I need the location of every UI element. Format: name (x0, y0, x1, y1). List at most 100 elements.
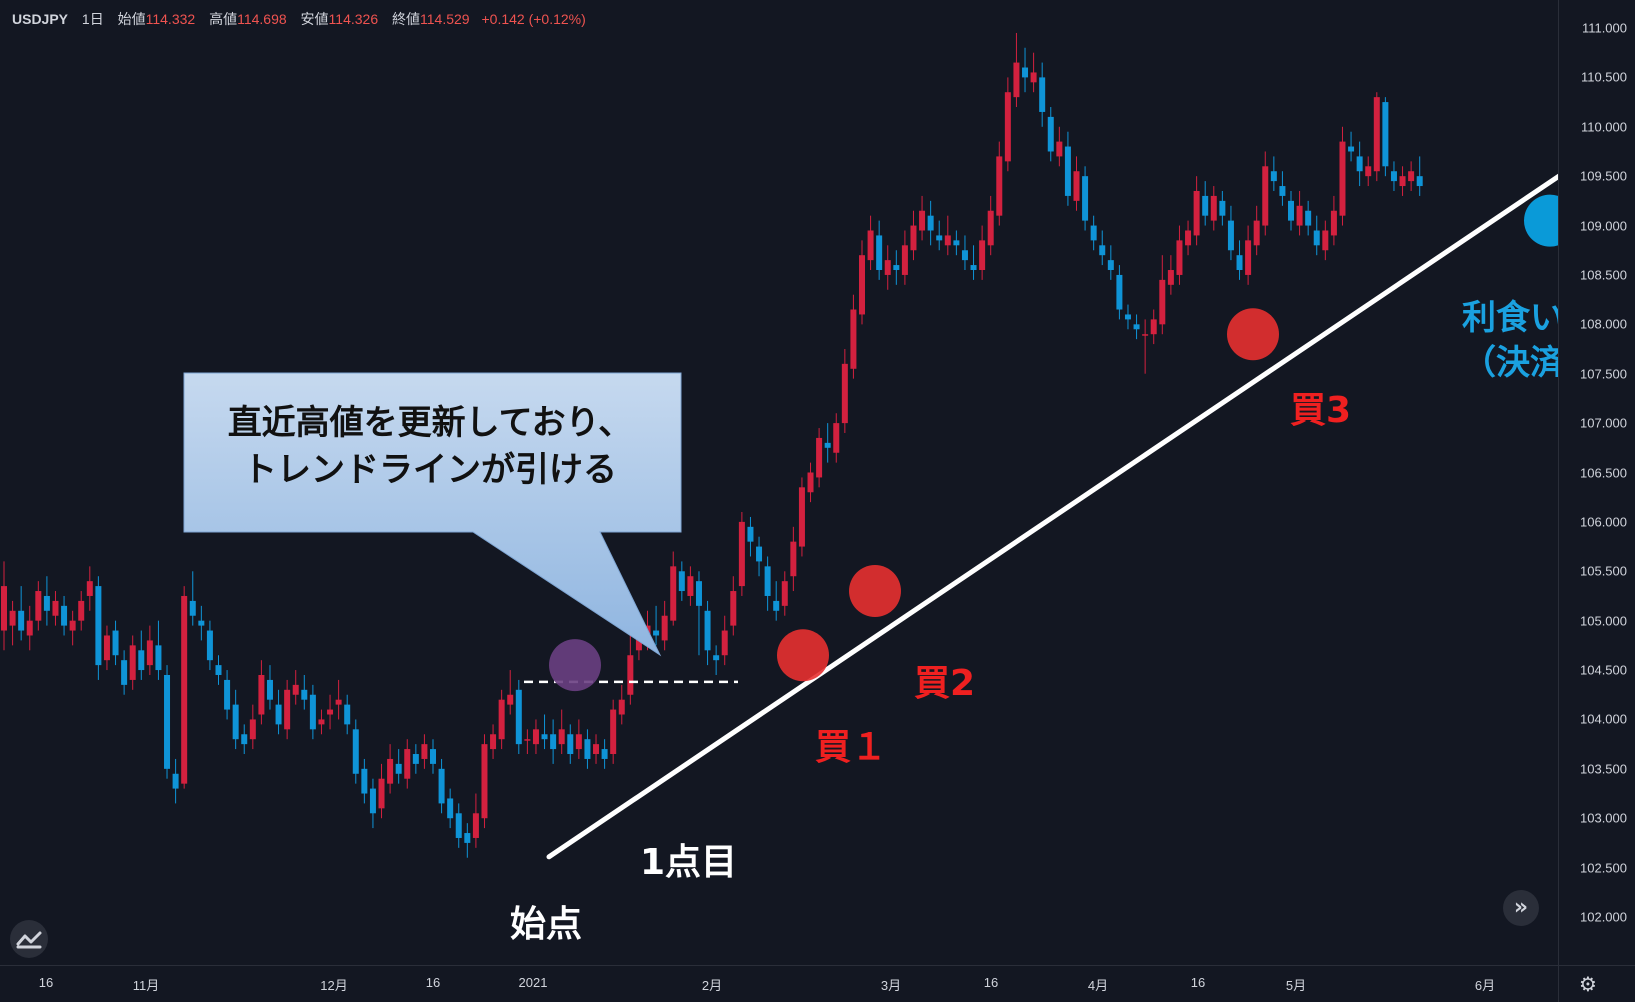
candle-body (181, 595, 188, 784)
start-point-label: 始点 (510, 904, 583, 945)
candle-body (1279, 186, 1286, 196)
candle-body (515, 689, 522, 745)
candle-body (301, 689, 308, 700)
time-tick-label: 12月 (320, 978, 348, 993)
price-tick-label: 107.500 (1580, 366, 1627, 382)
candle-body (944, 235, 951, 246)
candle-body (430, 749, 436, 764)
candle-body (1, 586, 7, 631)
candle-body (773, 600, 780, 611)
price-tick-label: 102.000 (1580, 909, 1627, 925)
candle-body (575, 734, 582, 750)
candle-body (481, 744, 488, 819)
candle-body (1133, 324, 1140, 330)
candle-body (816, 437, 823, 478)
candle-body (155, 645, 162, 671)
candle-body (1167, 270, 1174, 285)
price-tick-label: 109.000 (1580, 218, 1627, 234)
candle-body (472, 813, 479, 838)
candle-body (86, 581, 93, 596)
candle-body (1099, 245, 1106, 256)
candle-body (1416, 176, 1423, 187)
low-label: 安値 (300, 11, 329, 27)
first-point-marker (549, 639, 601, 692)
candle-body (1124, 314, 1131, 320)
candle-body (927, 215, 934, 231)
candle-body (756, 546, 763, 562)
candle-body (1116, 274, 1123, 310)
candle-body (498, 699, 505, 740)
candle-body (730, 591, 737, 626)
candle-body (1064, 146, 1071, 196)
candle-body (1313, 230, 1320, 246)
callout-line-1: 直近高値を更新しており、 (227, 403, 633, 443)
callout-bubble (183, 372, 682, 657)
price-tick-label: 103.500 (1580, 761, 1627, 777)
candle-body (1365, 166, 1372, 177)
candle-body (198, 620, 205, 626)
candle-body (1159, 279, 1166, 325)
callout-text: 直近高値を更新しており、 トレンドラインが引ける (185, 400, 675, 494)
ohlc-legend: USDJPY 1日 始値114.332 高値114.698 安値114.326 … (12, 9, 586, 29)
candle-body (541, 734, 548, 740)
candle-body (1270, 171, 1277, 182)
candle-body (1399, 176, 1406, 187)
candle-body (490, 734, 497, 750)
tradingview-logo-icon[interactable] (10, 920, 48, 958)
candle-body (335, 699, 342, 705)
price-tick-label: 107.000 (1580, 415, 1627, 431)
time-tick-label: 4月 (1087, 978, 1109, 993)
time-tick-label: 2月 (701, 978, 723, 993)
candle-body (361, 768, 368, 794)
candle-body (78, 600, 85, 621)
candle-body (1296, 205, 1303, 226)
candle-body (798, 487, 805, 547)
candle-body (610, 709, 617, 755)
candlestick-chart[interactable] (0, 0, 1558, 965)
candle-body (1030, 72, 1037, 83)
candle-body (189, 600, 196, 616)
candle-body (507, 694, 514, 705)
price-tick-label: 108.000 (1580, 316, 1627, 332)
candle-body (129, 645, 136, 680)
time-tick-label: 16 (983, 975, 999, 990)
candle-body (550, 734, 557, 750)
candle-body (1013, 62, 1020, 98)
candle-body (824, 442, 831, 448)
double-chevron-right-icon[interactable]: » (1503, 890, 1539, 926)
time-axis[interactable]: 16 11月 12月 16 2021 2月 3月 16 4月 16 5月 6月 (0, 965, 1558, 1002)
candle-body (970, 265, 977, 271)
interval-label[interactable]: 1日 (81, 11, 104, 27)
candle-body (52, 600, 59, 616)
candle-body (670, 566, 677, 621)
candle-body (95, 586, 102, 666)
trendline (546, 173, 1558, 860)
price-tick-label: 104.500 (1580, 662, 1627, 678)
candle-body (695, 581, 702, 606)
candle-body (1185, 230, 1192, 246)
gear-icon[interactable]: ⚙ (1579, 972, 1597, 996)
candle-body (618, 699, 625, 715)
candle-body (1022, 67, 1029, 78)
time-tick-label: 3月 (880, 978, 902, 993)
candle-body (112, 630, 119, 656)
candle-body (258, 674, 265, 715)
candle-body (309, 694, 316, 730)
candle-body (241, 734, 248, 745)
candle-body (713, 655, 720, 661)
candle-body (266, 679, 273, 700)
chart-area[interactable]: USDJPY 1日 始値114.332 高値114.698 安値114.326 … (0, 0, 1558, 965)
candle-body (404, 749, 411, 779)
candle-body (532, 729, 539, 745)
take-profit-settle-label: （決済） (1462, 343, 1558, 383)
candle-body (1142, 334, 1149, 336)
candle-body (953, 240, 960, 246)
price-axis[interactable]: 111.000 110.500 110.000 109.500 109.000 108.5… (1558, 0, 1635, 965)
buy-1-label: 買１ (815, 727, 888, 768)
candle-body (901, 245, 908, 275)
candle-body (1373, 97, 1380, 172)
symbol-label[interactable]: USDJPY (12, 11, 69, 27)
candle-body (893, 265, 900, 271)
price-tick-label: 103.000 (1580, 810, 1627, 826)
candle-body (292, 684, 299, 695)
